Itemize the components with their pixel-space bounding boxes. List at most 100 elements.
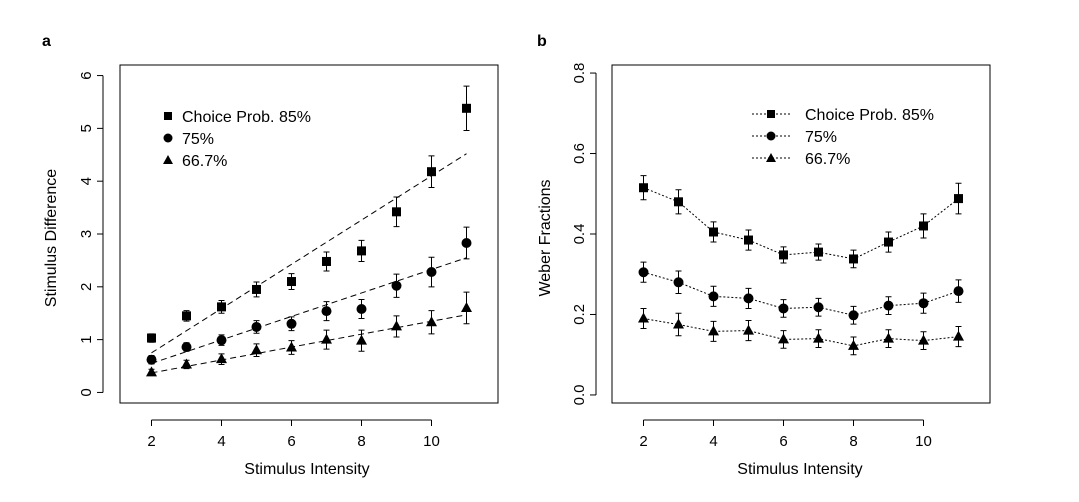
panel-a-point-circle [181,342,192,353]
panel-a-x-tick-label: 6 [287,433,295,450]
panel-a-point-square [217,302,226,312]
panel-a-y-tick-label: 3 [78,230,95,238]
panel-b-letter: b [537,33,547,50]
panel-b-y-axis: 0.0 0.2 0.4 0.6 0.8 [571,63,597,406]
panel-b-x-tick-label: 2 [639,433,647,450]
panel-b-point-square [639,183,648,193]
panel-b-y-tick-label: 0.8 [571,63,588,84]
panel-a-point-triangle [216,353,227,364]
panel-a-x-axis-title: Stimulus Intensity [244,461,369,478]
panel-b-point-circle [813,302,824,313]
panel-a-point-square [287,277,296,287]
panel-a-point-square [322,256,331,266]
panel-a-point-triangle [286,341,297,352]
panel-b-x-tick-label: 4 [709,433,717,450]
panel-a-point-circle [356,303,367,314]
panel-b-point-triangle [638,312,649,323]
panel-a-point-triangle [321,333,332,344]
panel-a-point-circle [251,321,262,332]
panel-b-y-tick-label: 0.2 [571,304,588,325]
panel-b-point-triangle [708,325,719,336]
panel-a-y-tick-label: 2 [78,283,95,291]
panel-a-x-tick-label: 2 [147,433,155,450]
legend-a-label-75: 75% [182,131,214,148]
legend-a-item-667: 66.7% [163,153,227,170]
panel-a-fit-line-2 [151,314,467,374]
panel-b-y-tick-label: 0.6 [571,143,588,164]
panel-a-x-tick-label: 4 [217,433,225,450]
panel-b-point-circle [673,277,684,288]
panel-a-point-circle [216,335,227,346]
panel-b-point-triangle [673,318,684,329]
panel-b-series-line-2 [643,318,959,347]
panel-b-point-square [814,247,823,257]
panel-a-point-circle [286,318,297,329]
legend-b-item-667: 66.7% [752,151,850,168]
legend-a-item-85: Choice Prob. 85% [164,109,311,126]
panel-b-point-triangle [848,339,859,350]
panel-a-plot-frame [119,64,499,404]
panel-b-plot-frame [611,64,991,404]
panel-b-y-tick-label: 0.0 [571,385,588,406]
panel-b-x-axis: 2 4 6 8 10 [639,419,932,450]
panel-b-point-circle [953,286,964,297]
legend-a-triangle-marker [163,155,173,164]
panel-a-y-axis: 0 1 2 3 4 5 6 [78,71,104,397]
panel-a-point-square [357,246,366,256]
panel-a-points [146,103,472,377]
panel-b-point-triangle [918,334,929,345]
panel-a-x-tick-label: 8 [357,433,365,450]
panel-a-y-tick-label: 0 [78,388,95,396]
panel-a-point-square [252,284,261,294]
panel-a-letter: a [42,33,51,50]
panel-b-error-bars [640,175,962,356]
panel-a-point-circle [321,306,332,317]
panel-a-point-square [427,167,436,177]
legend-b-item-75: 75% [752,129,837,146]
panel-b-point-circle [778,303,789,314]
panel-b-series-line-0 [643,187,959,260]
panel-b-point-square [709,227,718,237]
panel-b-point-triangle [883,332,894,343]
legend-a-label-667: 66.7% [182,153,227,170]
panel-b-point-square [744,235,753,245]
panel-a-x-tick-label: 10 [423,433,440,450]
panel-a-y-tick-label: 6 [78,71,95,79]
panel-a-point-circle [146,354,157,365]
panel-a-point-triangle [461,301,472,312]
legend-b-square-marker [767,110,775,118]
panel-b-point-square [884,237,893,247]
panel-a-point-triangle [356,334,367,345]
panel-a-point-circle [426,267,437,278]
panel-b-series-line-1 [643,271,959,316]
panel-b-point-square [674,197,683,207]
legend-b-triangle-marker [766,153,776,162]
panel-b-point-triangle [778,333,789,344]
panel-a-error-bars [148,85,470,377]
panel-b-x-tick-label: 10 [915,433,932,450]
panel-b-x-tick-label: 8 [849,433,857,450]
panel-a-point-square [147,333,156,343]
panel-a-x-axis: 2 4 6 8 10 [147,419,440,450]
panel-a-y-tick-label: 4 [78,177,95,185]
panel-b-point-square [849,254,858,264]
panel-a-y-tick-label: 1 [78,335,95,343]
panel-b-point-circle [638,267,649,278]
panel-b-x-axis-title: Stimulus Intensity [737,461,862,478]
panel-a-point-square [182,311,191,321]
panel-a: a 2 4 6 8 10 0 1 2 3 4 5 6 Stimulus Intensity Stim… [42,33,499,478]
legend-b-item-85: Choice Prob. 85% [752,107,934,124]
panel-a-point-triangle [426,316,437,327]
panel-b-point-square [779,250,788,260]
panel-a-point-triangle [181,358,192,369]
panel-b-point-triangle [813,332,824,343]
panel-b-y-tick-label: 0.4 [571,224,588,245]
panel-b-series-lines [643,187,959,347]
panel-b-point-square [919,221,928,231]
legend-b-label-75: 75% [805,129,837,146]
panel-a-y-tick-label: 5 [78,124,95,132]
panel-a-point-circle [391,280,402,291]
panel-a-y-axis-title: Stimulus Difference [43,169,60,308]
panel-b-legend: Choice Prob. 85% 75% 66.7% [752,107,934,168]
legend-a-item-75: 75% [163,131,214,148]
